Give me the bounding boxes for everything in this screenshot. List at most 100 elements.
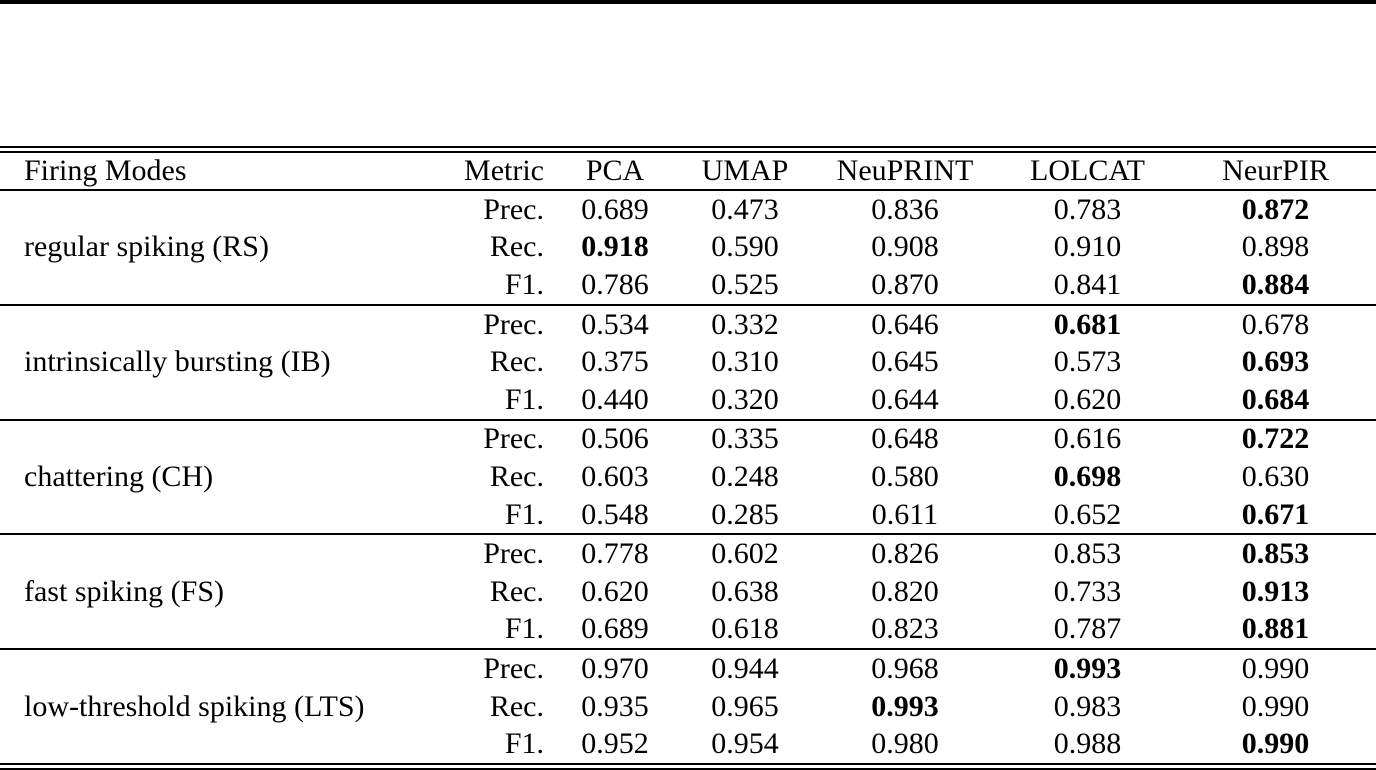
value-cell: 0.826 [810, 533, 1000, 573]
value-cell: 0.870 [871, 267, 939, 301]
value-cell: 0.638 [711, 574, 779, 608]
table-row: low-threshold spiking (LTS) Prec. 0.970 0.9… [0, 648, 1376, 767]
header-row: Firing Modes Metric PCA UMAP NeuPRINT LOLCA… [0, 149, 1376, 191]
value-cell: 0.644 [871, 382, 939, 416]
metric-label: F1. [504, 727, 544, 761]
value-cell: 0.285 [711, 497, 779, 531]
table-row: intrinsically bursting (IB) Prec. 0.534 0.3… [0, 303, 1376, 420]
value-cell: 0.671 [1241, 497, 1310, 531]
metric-label: Rec. [489, 459, 544, 493]
value-cell: 0.884 [1241, 267, 1310, 301]
value-cell: 0.988 [1053, 727, 1122, 761]
metric-label: Prec. [445, 648, 550, 688]
results-table: Firing Modes Metric PCA UMAP NeuPRINT LOLCA… [0, 146, 1376, 770]
table-row: F1. 0.786 0.525 0.870 0.841 0.884 [0, 266, 1376, 305]
value-cell: 0.534 [550, 303, 680, 344]
value-cell: 0.918 [581, 230, 649, 264]
table-row: Rec. 0.935 0.965 0.993 0.983 0.990 [0, 688, 1376, 726]
value-cell: 0.645 [871, 345, 939, 379]
value-cell: 0.248 [711, 459, 779, 493]
metric-label: F1. [504, 612, 544, 646]
value-cell: 0.787 [1053, 612, 1122, 646]
value-cell: 0.616 [1000, 418, 1175, 459]
top-edge-rule [0, 0, 1376, 4]
firing-mode-label: fast spiking (FS) [0, 533, 445, 650]
metric-label: F1. [504, 382, 544, 416]
value-cell: 0.980 [871, 727, 939, 761]
header-method-lolcat: LOLCAT [1000, 149, 1175, 191]
value-cell: 0.335 [680, 418, 810, 459]
metric-label: F1. [504, 267, 544, 301]
firing-mode-label: intrinsically bursting (IB) [0, 303, 445, 420]
value-cell: 0.693 [1241, 345, 1310, 379]
value-cell: 0.993 [1000, 648, 1175, 688]
value-cell: 0.908 [871, 230, 939, 264]
value-cell: 0.872 [1241, 192, 1310, 226]
header-metric: Metric [445, 149, 550, 191]
value-cell: 0.783 [1053, 192, 1122, 226]
value-cell: 0.836 [871, 192, 939, 226]
value-cell: 0.689 [581, 612, 649, 646]
value-cell: 0.652 [1053, 497, 1122, 531]
firing-mode-label: low-threshold spiking (LTS) [0, 648, 445, 767]
table-row: fast spiking (FS) Prec. 0.778 0.602 0.826 0.8… [0, 533, 1376, 650]
value-cell: 0.440 [581, 382, 649, 416]
value-cell: 0.853 [1175, 533, 1376, 573]
header-firing-modes: Firing Modes [0, 149, 445, 191]
value-cell: 0.689 [581, 192, 649, 226]
table-row: Rec. 0.620 0.638 0.820 0.733 0.913 [0, 573, 1376, 611]
value-cell: 0.630 [1241, 459, 1310, 493]
metric-label: F1. [504, 497, 544, 531]
table-row: F1. 0.952 0.954 0.980 0.988 0.990 [0, 725, 1376, 766]
value-cell: 0.990 [1241, 727, 1310, 761]
metric-label: Rec. [489, 345, 544, 379]
value-cell: 0.786 [581, 267, 649, 301]
firing-mode-label: regular spiking (RS) [24, 230, 269, 264]
value-cell: 0.983 [1053, 689, 1122, 723]
value-cell: 0.618 [711, 612, 779, 646]
value-cell: 0.648 [810, 418, 1000, 459]
value-cell: 0.684 [1241, 382, 1310, 416]
header-method-pca: PCA [550, 149, 680, 191]
value-cell: 0.968 [810, 648, 1000, 688]
value-cell: 0.954 [711, 727, 779, 761]
value-cell: 0.993 [871, 689, 939, 723]
value-cell: 0.910 [1053, 230, 1122, 264]
value-cell: 0.611 [871, 497, 939, 531]
value-cell: 0.332 [680, 303, 810, 344]
header-method-neurpir: NeurPIR [1175, 149, 1376, 191]
value-cell: 0.935 [581, 689, 649, 723]
value-cell: 0.620 [581, 574, 649, 608]
value-cell: 0.590 [711, 230, 779, 264]
value-cell: 0.823 [871, 612, 939, 646]
table-header: Firing Modes Metric PCA UMAP NeuPRINT LOLCA… [0, 149, 1376, 191]
value-cell: 0.506 [550, 418, 680, 459]
value-cell: 0.603 [581, 459, 649, 493]
value-cell: 0.473 [711, 192, 779, 226]
value-cell: 0.573 [1053, 345, 1122, 379]
metric-label: Rec. [489, 689, 544, 723]
metric-label: Rec. [489, 574, 544, 608]
metric-label: Prec. [445, 533, 550, 573]
table-row: Rec. 0.603 0.248 0.580 0.698 0.630 [0, 458, 1376, 496]
table-body: regular spiking (RS) Prec. 0.689 0.473 0.836… [0, 190, 1376, 767]
value-cell: 0.320 [711, 382, 779, 416]
value-cell: 0.375 [581, 345, 649, 379]
value-cell: 0.944 [680, 648, 810, 688]
value-cell: 0.990 [1175, 648, 1376, 688]
value-cell: 0.548 [581, 497, 649, 531]
value-cell: 0.778 [550, 533, 680, 573]
header-method-umap: UMAP [680, 149, 810, 191]
metric-label: Prec. [483, 192, 544, 226]
table-row: F1. 0.689 0.618 0.823 0.787 0.881 [0, 611, 1376, 650]
firing-mode-label: chattering (CH) [0, 418, 445, 535]
table-row: F1. 0.440 0.320 0.644 0.620 0.684 [0, 381, 1376, 420]
value-cell: 0.525 [711, 267, 779, 301]
value-cell: 0.580 [871, 459, 939, 493]
value-cell: 0.853 [1000, 533, 1175, 573]
table-row: chattering (CH) Prec. 0.506 0.335 0.648 0.616… [0, 418, 1376, 535]
value-cell: 0.722 [1175, 418, 1376, 459]
value-cell: 0.990 [1241, 689, 1310, 723]
value-cell: 0.620 [1053, 382, 1122, 416]
value-cell: 0.913 [1241, 574, 1310, 608]
